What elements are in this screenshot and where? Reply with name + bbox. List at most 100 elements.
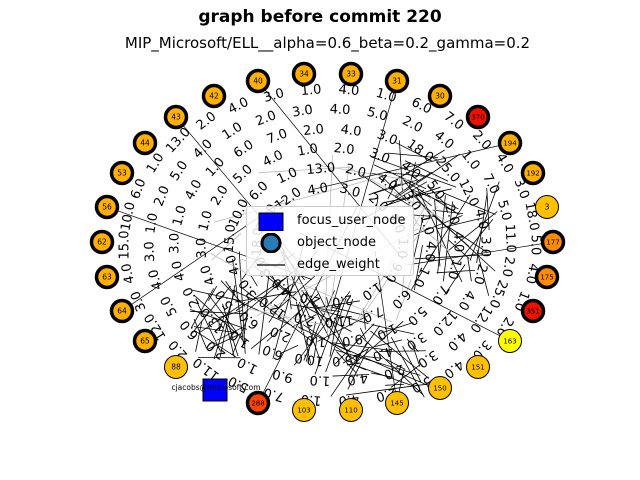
object-node-circle[interactable] xyxy=(292,398,316,422)
object-node-label: 177 xyxy=(546,239,559,247)
object-node[interactable]: 288 xyxy=(245,390,271,416)
object-node-circle[interactable] xyxy=(338,61,364,87)
object-node[interactable]: 175 xyxy=(534,264,560,290)
nodes-layer: 40 34 33 31 30 370 194 192 3 177 175 351 163 151 150 14… xyxy=(89,61,566,422)
object-node-circle[interactable] xyxy=(245,68,271,94)
object-node[interactable]: 103 xyxy=(292,398,316,422)
object-node[interactable]: 163 xyxy=(498,329,522,353)
edge-line xyxy=(330,306,365,316)
focus-user-node[interactable] xyxy=(202,378,228,402)
object-node-circle[interactable] xyxy=(339,398,363,422)
edge-weight-label: 1.0 xyxy=(203,155,228,180)
object-node[interactable]: 194 xyxy=(497,130,523,156)
object-node[interactable]: 30 xyxy=(427,83,453,109)
object-node[interactable]: 34 xyxy=(291,61,317,87)
object-node-circle[interactable] xyxy=(94,194,120,220)
object-node-label: 288 xyxy=(251,400,264,408)
edge-weight-label: 4.0 xyxy=(471,207,490,231)
edge-weight-label: 1.0 xyxy=(235,354,260,377)
object-node[interactable]: 42 xyxy=(201,83,227,109)
object-node[interactable]: 145 xyxy=(385,391,409,415)
edge-weight-label: 13.0 xyxy=(163,125,194,156)
object-node-circle[interactable] xyxy=(466,355,490,379)
legend: focus_user_node object_node edge_weight xyxy=(246,206,414,276)
object-node-circle[interactable] xyxy=(465,104,491,130)
edge-line xyxy=(354,364,415,387)
object-node-circle[interactable] xyxy=(535,195,559,219)
edge-weight-label: 4.0 xyxy=(431,128,457,153)
object-node-circle[interactable] xyxy=(201,83,227,109)
object-node-circle[interactable] xyxy=(520,160,546,186)
edge-line xyxy=(218,310,243,318)
object-node-circle[interactable] xyxy=(89,229,115,255)
edge-weight-label: 2.0 xyxy=(470,262,490,286)
object-node[interactable]: 33 xyxy=(338,61,364,87)
edge-weight-label: 6.0 xyxy=(231,137,257,161)
edge-weight-label: 1.0 xyxy=(275,165,300,187)
edge-weight-label: 4.0 xyxy=(169,259,188,283)
object-node-label: 56 xyxy=(102,203,112,212)
object-node-circle[interactable] xyxy=(163,104,189,130)
edge-weight-label: 5.0 xyxy=(230,162,255,187)
edge-line xyxy=(385,188,452,203)
edge-weight-label: 9.0 xyxy=(341,330,364,348)
edge-line xyxy=(427,185,447,206)
object-node[interactable]: 370 xyxy=(465,104,491,130)
object-node-circle[interactable] xyxy=(94,264,120,290)
object-node[interactable]: 192 xyxy=(520,160,546,186)
object-node-circle[interactable] xyxy=(109,298,135,324)
object-node-circle[interactable] xyxy=(520,298,546,324)
edge-line xyxy=(378,322,414,335)
object-node[interactable]: 64 xyxy=(109,298,135,324)
object-node[interactable]: 62 xyxy=(89,229,115,255)
object-node-circle[interactable] xyxy=(291,61,317,87)
object-node-circle[interactable] xyxy=(427,83,453,109)
edge-weight-label: 2.0 xyxy=(303,122,325,139)
object-node-circle[interactable] xyxy=(384,68,410,94)
object-node[interactable]: 63 xyxy=(94,264,120,290)
object-node-circle[interactable] xyxy=(428,376,452,400)
object-node[interactable]: 110 xyxy=(339,398,363,422)
object-node-circle[interactable] xyxy=(385,391,409,415)
edge-line xyxy=(368,179,418,196)
edge-weight-label: 4.0 xyxy=(224,253,244,277)
object-node[interactable]: 351 xyxy=(520,298,546,324)
object-node[interactable]: 44 xyxy=(132,130,158,156)
edge-weight-label: 9.0 xyxy=(271,365,295,385)
object-node[interactable]: 43 xyxy=(163,104,189,130)
object-node-circle[interactable] xyxy=(498,329,522,353)
object-node-circle[interactable] xyxy=(132,130,158,156)
edge-line xyxy=(371,324,415,335)
object-node[interactable]: 65 xyxy=(132,328,158,354)
object-node[interactable]: 40 xyxy=(245,68,271,94)
object-node[interactable]: 53 xyxy=(109,160,135,186)
edge-line xyxy=(235,275,289,312)
object-node-circle[interactable] xyxy=(534,264,560,290)
object-node-label: 53 xyxy=(117,169,127,178)
object-node-label: 33 xyxy=(346,70,356,79)
edge-line xyxy=(407,241,554,266)
object-node[interactable]: 56 xyxy=(94,194,120,220)
object-node-circle[interactable] xyxy=(245,390,271,416)
object-node[interactable]: 177 xyxy=(540,229,566,255)
edge-weight-label: 2.0 xyxy=(268,323,293,345)
object-node[interactable]: 31 xyxy=(384,68,410,94)
edge-weight-label: 2.0 xyxy=(298,289,322,309)
edge-line xyxy=(243,307,323,326)
edge-line xyxy=(189,285,231,336)
edge-weight-label: 4.0 xyxy=(346,369,369,387)
object-node-circle[interactable] xyxy=(540,229,566,255)
edge-line xyxy=(250,331,272,350)
object-node-circle[interactable] xyxy=(164,355,188,379)
object-node-circle[interactable] xyxy=(109,160,135,186)
object-node[interactable]: 3 xyxy=(535,195,559,219)
object-node[interactable]: 151 xyxy=(466,355,490,379)
object-node-circle[interactable] xyxy=(132,328,158,354)
edge-weight-label: 2.0 xyxy=(499,255,517,278)
object-node[interactable]: 88 xyxy=(164,355,188,379)
object-node-circle[interactable] xyxy=(497,130,523,156)
edge-weight-label: 1.0 xyxy=(305,332,327,349)
object-node-label: 151 xyxy=(471,364,484,372)
edge-line xyxy=(216,327,243,341)
object-node[interactable]: 150 xyxy=(428,376,452,400)
